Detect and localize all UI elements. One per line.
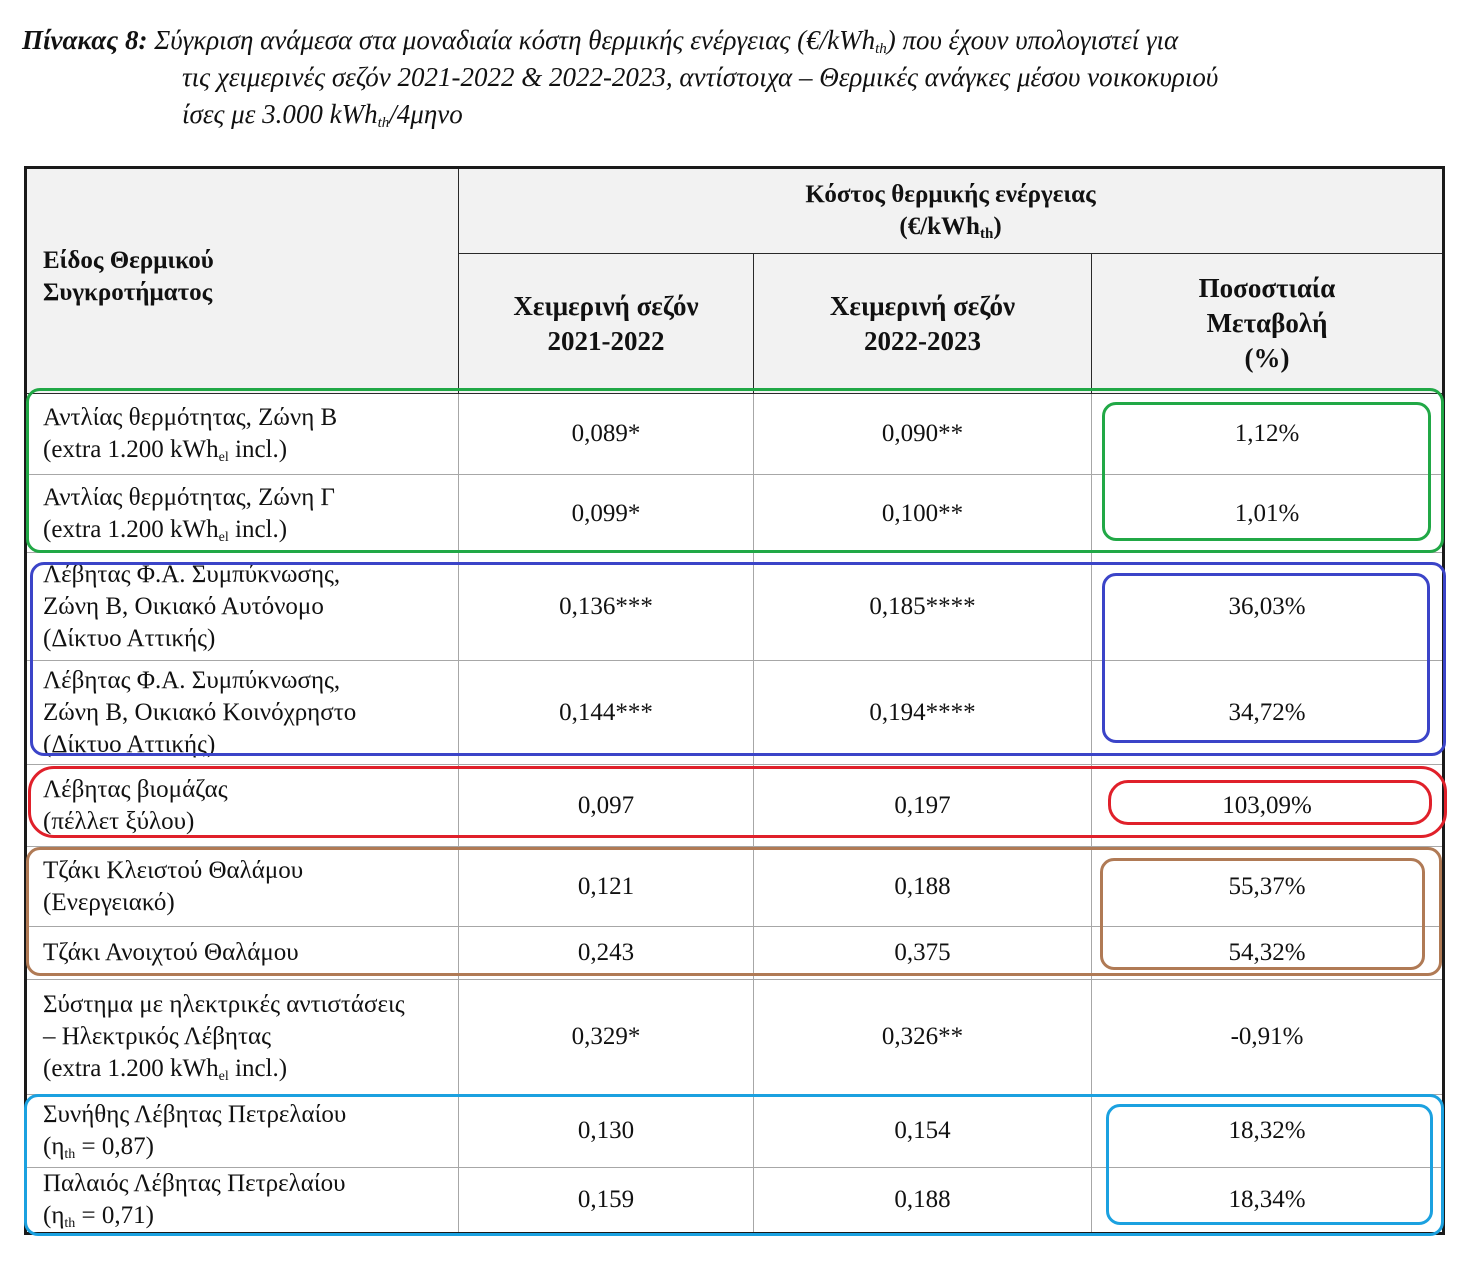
row-label: Αντλίας θερμότητας, Ζώνη Β (extra 1.200 k…: [25, 393, 459, 475]
percent-change: 1,01%: [1090, 474, 1445, 553]
header-system-type: Είδος Θερμικού Συγκροτήματος: [25, 167, 459, 394]
value-2021-2022: 0,089*: [458, 393, 754, 475]
percent-change: 36,03%: [1090, 552, 1445, 661]
percent-change: -0,91%: [1090, 979, 1445, 1095]
header-season-2022-2023: Χειμερινή σεζόν 2022-2023: [753, 253, 1092, 394]
table-caption: Πίνακας 8: Σύγκριση ανάμεσα στα μοναδιαί…: [22, 22, 1452, 133]
value-2021-2022: 0,159: [458, 1167, 754, 1234]
value-2022-2023: 0,154: [753, 1094, 1092, 1168]
table-row: Λέβητας βιομάζας (πέλλετ ξύλου) 0,097 0,1…: [25, 764, 1445, 847]
energy-cost-table: Είδος Θερμικού Συγκροτήματος Κόστος θερμι…: [24, 166, 1446, 1235]
value-2021-2022: 0,099*: [458, 474, 754, 553]
value-2022-2023: 0,090**: [753, 393, 1092, 475]
caption-line-3: ίσες με 3.000 kWhth/4μηνο: [182, 99, 463, 131]
table-row: Αντλίας θερμότητας, Ζώνη Γ (extra 1.200 k…: [25, 474, 1445, 553]
header-season-2021-2022: Χειμερινή σεζόν 2021-2022: [458, 253, 754, 394]
header-percent-change: Ποσοστιαία Μεταβολή (%): [1090, 253, 1445, 394]
table-row: Παλαιός Λέβητας Πετρελαίου (ηth = 0,71) 0…: [25, 1167, 1445, 1234]
caption-line-2: τις χειμερινές σεζόν 2021-2022 & 2022-20…: [182, 62, 1219, 92]
value-2022-2023: 0,188: [753, 846, 1092, 927]
table-row: Τζάκι Ανοιχτού Θαλάμου 0,243 0,375 54,32…: [25, 926, 1445, 980]
table-row: Λέβητας Φ.Α. Συμπύκνωσης, Ζώνη Β, Οικιακό…: [25, 552, 1445, 661]
value-2021-2022: 0,243: [458, 926, 754, 980]
table-row: Αντλίας θερμότητας, Ζώνη Β (extra 1.200 k…: [25, 393, 1445, 475]
value-2022-2023: 0,194****: [753, 660, 1092, 765]
table-row: Τζάκι Κλειστού Θαλάμου (Ενεργειακό) 0,121…: [25, 846, 1445, 927]
value-2021-2022: 0,121: [458, 846, 754, 927]
value-2022-2023: 0,326**: [753, 979, 1092, 1095]
row-label: Λέβητας Φ.Α. Συμπύκνωσης, Ζώνη Β, Οικιακό…: [25, 660, 459, 765]
value-2021-2022: 0,136***: [458, 552, 754, 661]
percent-change: 34,72%: [1090, 660, 1445, 765]
row-label: Αντλίας θερμότητας, Ζώνη Γ (extra 1.200 k…: [25, 474, 459, 553]
value-2021-2022: 0,097: [458, 764, 754, 847]
row-label: Τζάκι Κλειστού Θαλάμου (Ενεργειακό): [25, 846, 459, 927]
row-label: Τζάκι Ανοιχτού Θαλάμου: [25, 926, 459, 980]
value-2022-2023: 0,188: [753, 1167, 1092, 1234]
value-2022-2023: 0,100**: [753, 474, 1092, 553]
percent-change: 54,32%: [1090, 926, 1445, 980]
percent-change: 1,12%: [1090, 393, 1445, 475]
table-row: Σύστημα με ηλεκτρικές αντιστάσεις – Ηλεκτ…: [25, 979, 1445, 1095]
value-2022-2023: 0,185****: [753, 552, 1092, 661]
row-label: Λέβητας Φ.Α. Συμπύκνωσης, Ζώνη Β, Οικιακό…: [25, 552, 459, 661]
table-row: Λέβητας Φ.Α. Συμπύκνωσης, Ζώνη Β, Οικιακό…: [25, 660, 1445, 765]
percent-change: 18,34%: [1090, 1167, 1445, 1234]
percent-change: 18,32%: [1090, 1094, 1445, 1168]
row-label: Συνήθης Λέβητας Πετρελαίου (ηth = 0,87): [25, 1094, 459, 1168]
caption-lead: Πίνακας 8:: [22, 25, 148, 55]
row-label: Λέβητας βιομάζας (πέλλετ ξύλου): [25, 764, 459, 847]
value-2021-2022: 0,329*: [458, 979, 754, 1095]
value-2021-2022: 0,130: [458, 1094, 754, 1168]
value-2021-2022: 0,144***: [458, 660, 754, 765]
value-2022-2023: 0,197: [753, 764, 1092, 847]
percent-change: 103,09%: [1090, 764, 1445, 847]
row-label: Σύστημα με ηλεκτρικές αντιστάσεις – Ηλεκτ…: [25, 979, 459, 1095]
row-label: Παλαιός Λέβητας Πετρελαίου (ηth = 0,71): [25, 1167, 459, 1234]
caption-line-1: Πίνακας 8: Σύγκριση ανάμεσα στα μοναδιαί…: [22, 25, 1179, 57]
table-row: Συνήθης Λέβητας Πετρελαίου (ηth = 0,87) 0…: [25, 1094, 1445, 1168]
value-2022-2023: 0,375: [753, 926, 1092, 980]
percent-change: 55,37%: [1090, 846, 1445, 927]
header-cost-group: Κόστος θερμικής ενέργειας (€/kWhth): [457, 167, 1445, 254]
